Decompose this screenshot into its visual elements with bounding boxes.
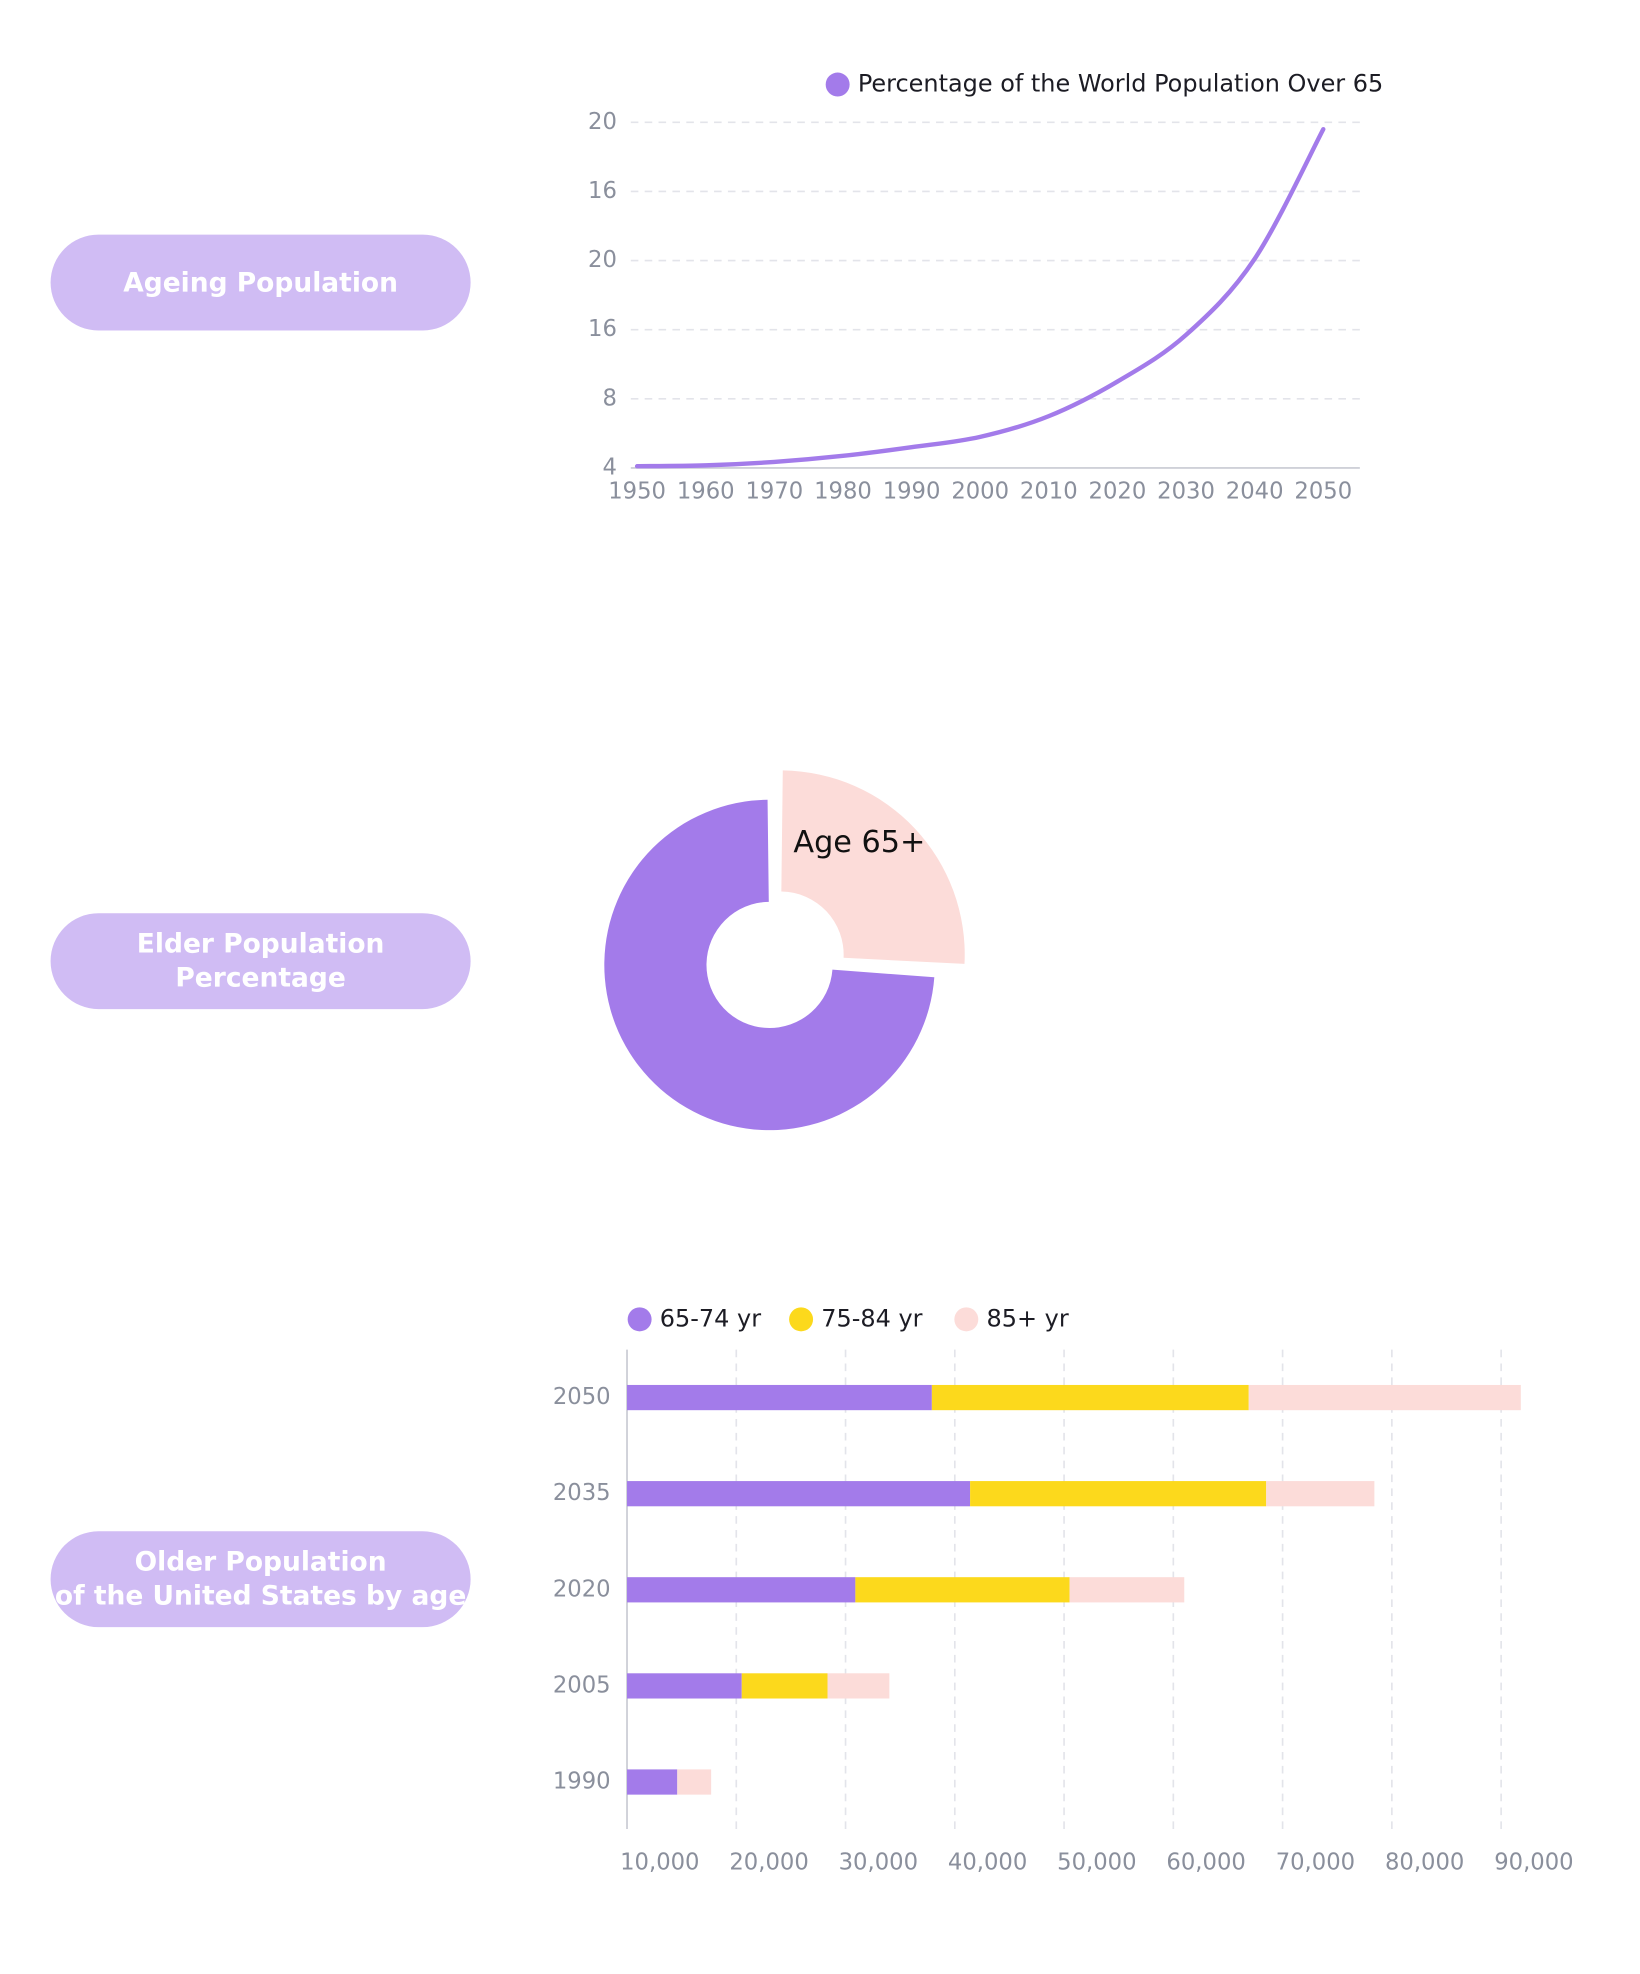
- x-tick-label: 10,000: [620, 1850, 699, 1876]
- y-tick-label: 8: [602, 385, 616, 411]
- x-tick-label: 80,000: [1385, 1850, 1464, 1876]
- bar-segment: [827, 1673, 890, 1699]
- pill-text: Elder Population Percentage: [136, 928, 385, 993]
- bar-segment: [1248, 1384, 1521, 1411]
- y-tick-label: 2035: [553, 1480, 611, 1506]
- legend-label: 85+ yr: [986, 1304, 1068, 1332]
- pill: [50, 913, 471, 1010]
- x-tick-label: 1980: [814, 478, 872, 504]
- x-tick-label: 2040: [1226, 478, 1284, 504]
- x-tick-label: 60,000: [1166, 1850, 1245, 1876]
- legend-marker: [954, 1307, 979, 1332]
- legend-label: 65-74 yr: [660, 1304, 761, 1332]
- bar-segment: [855, 1577, 1070, 1603]
- bar-segment: [627, 1481, 971, 1507]
- legend-label: 75-84 yr: [821, 1304, 922, 1332]
- y-tick-label: 1990: [553, 1769, 611, 1795]
- pill-text: Older Population of the United States by…: [54, 1546, 467, 1611]
- x-tick-label: 40,000: [948, 1850, 1027, 1876]
- y-tick-label: 4: [602, 454, 616, 480]
- bar-segment: [627, 1769, 678, 1795]
- legend-marker: [789, 1307, 814, 1332]
- legend-label: Percentage of the World Population Over …: [858, 70, 1383, 98]
- slice-label: Age 65+: [793, 825, 925, 860]
- x-tick-label: 70,000: [1276, 1850, 1355, 1876]
- legend-marker: [627, 1307, 652, 1332]
- y-tick-label: 20: [588, 247, 617, 273]
- pill: [50, 1531, 471, 1628]
- pill-label: Elder Population Percentage: [136, 928, 385, 993]
- bar-segment: [1266, 1481, 1375, 1507]
- pill-label: Ageing Population: [123, 266, 398, 298]
- x-tick-label: 50,000: [1057, 1850, 1136, 1876]
- x-tick-label: 1960: [677, 478, 735, 504]
- pill-text: Ageing Population: [123, 266, 398, 298]
- legend-marker: [825, 72, 850, 97]
- pill: [50, 234, 471, 331]
- y-tick-label: 20: [588, 109, 617, 135]
- bar-segment: [970, 1481, 1267, 1507]
- x-tick-label: 30,000: [839, 1850, 918, 1876]
- x-tick-label: 20,000: [729, 1850, 808, 1876]
- bar-segment: [627, 1673, 742, 1699]
- x-tick-label: 2050: [1294, 478, 1352, 504]
- pill-label: Older Population of the United States by…: [54, 1546, 467, 1611]
- pie-slice: [604, 799, 935, 1131]
- y-tick-label: 2005: [553, 1672, 611, 1698]
- x-tick-label: 2010: [1020, 478, 1078, 504]
- x-tick-label: 1990: [883, 478, 941, 504]
- x-tick-label: 90,000: [1494, 1850, 1573, 1876]
- x-tick-label: 1950: [608, 478, 666, 504]
- y-tick-label: 16: [588, 178, 617, 204]
- line: [634, 127, 1326, 469]
- bar-segment: [1069, 1577, 1185, 1603]
- x-tick-label: 2000: [951, 478, 1009, 504]
- x-tick-label: 1970: [745, 478, 803, 504]
- bar-segment: [627, 1577, 856, 1603]
- y-tick-label: 16: [588, 316, 617, 342]
- y-tick-label: 2050: [553, 1384, 611, 1410]
- bar-segment: [677, 1769, 712, 1795]
- pie-slice: [781, 770, 965, 964]
- x-tick-label: 2020: [1089, 478, 1147, 504]
- bar-segment: [741, 1673, 828, 1699]
- x-tick-label: 2030: [1157, 478, 1215, 504]
- bar-segment: [627, 1384, 932, 1411]
- y-tick-label: 2020: [553, 1576, 611, 1602]
- bar-segment: [931, 1384, 1249, 1411]
